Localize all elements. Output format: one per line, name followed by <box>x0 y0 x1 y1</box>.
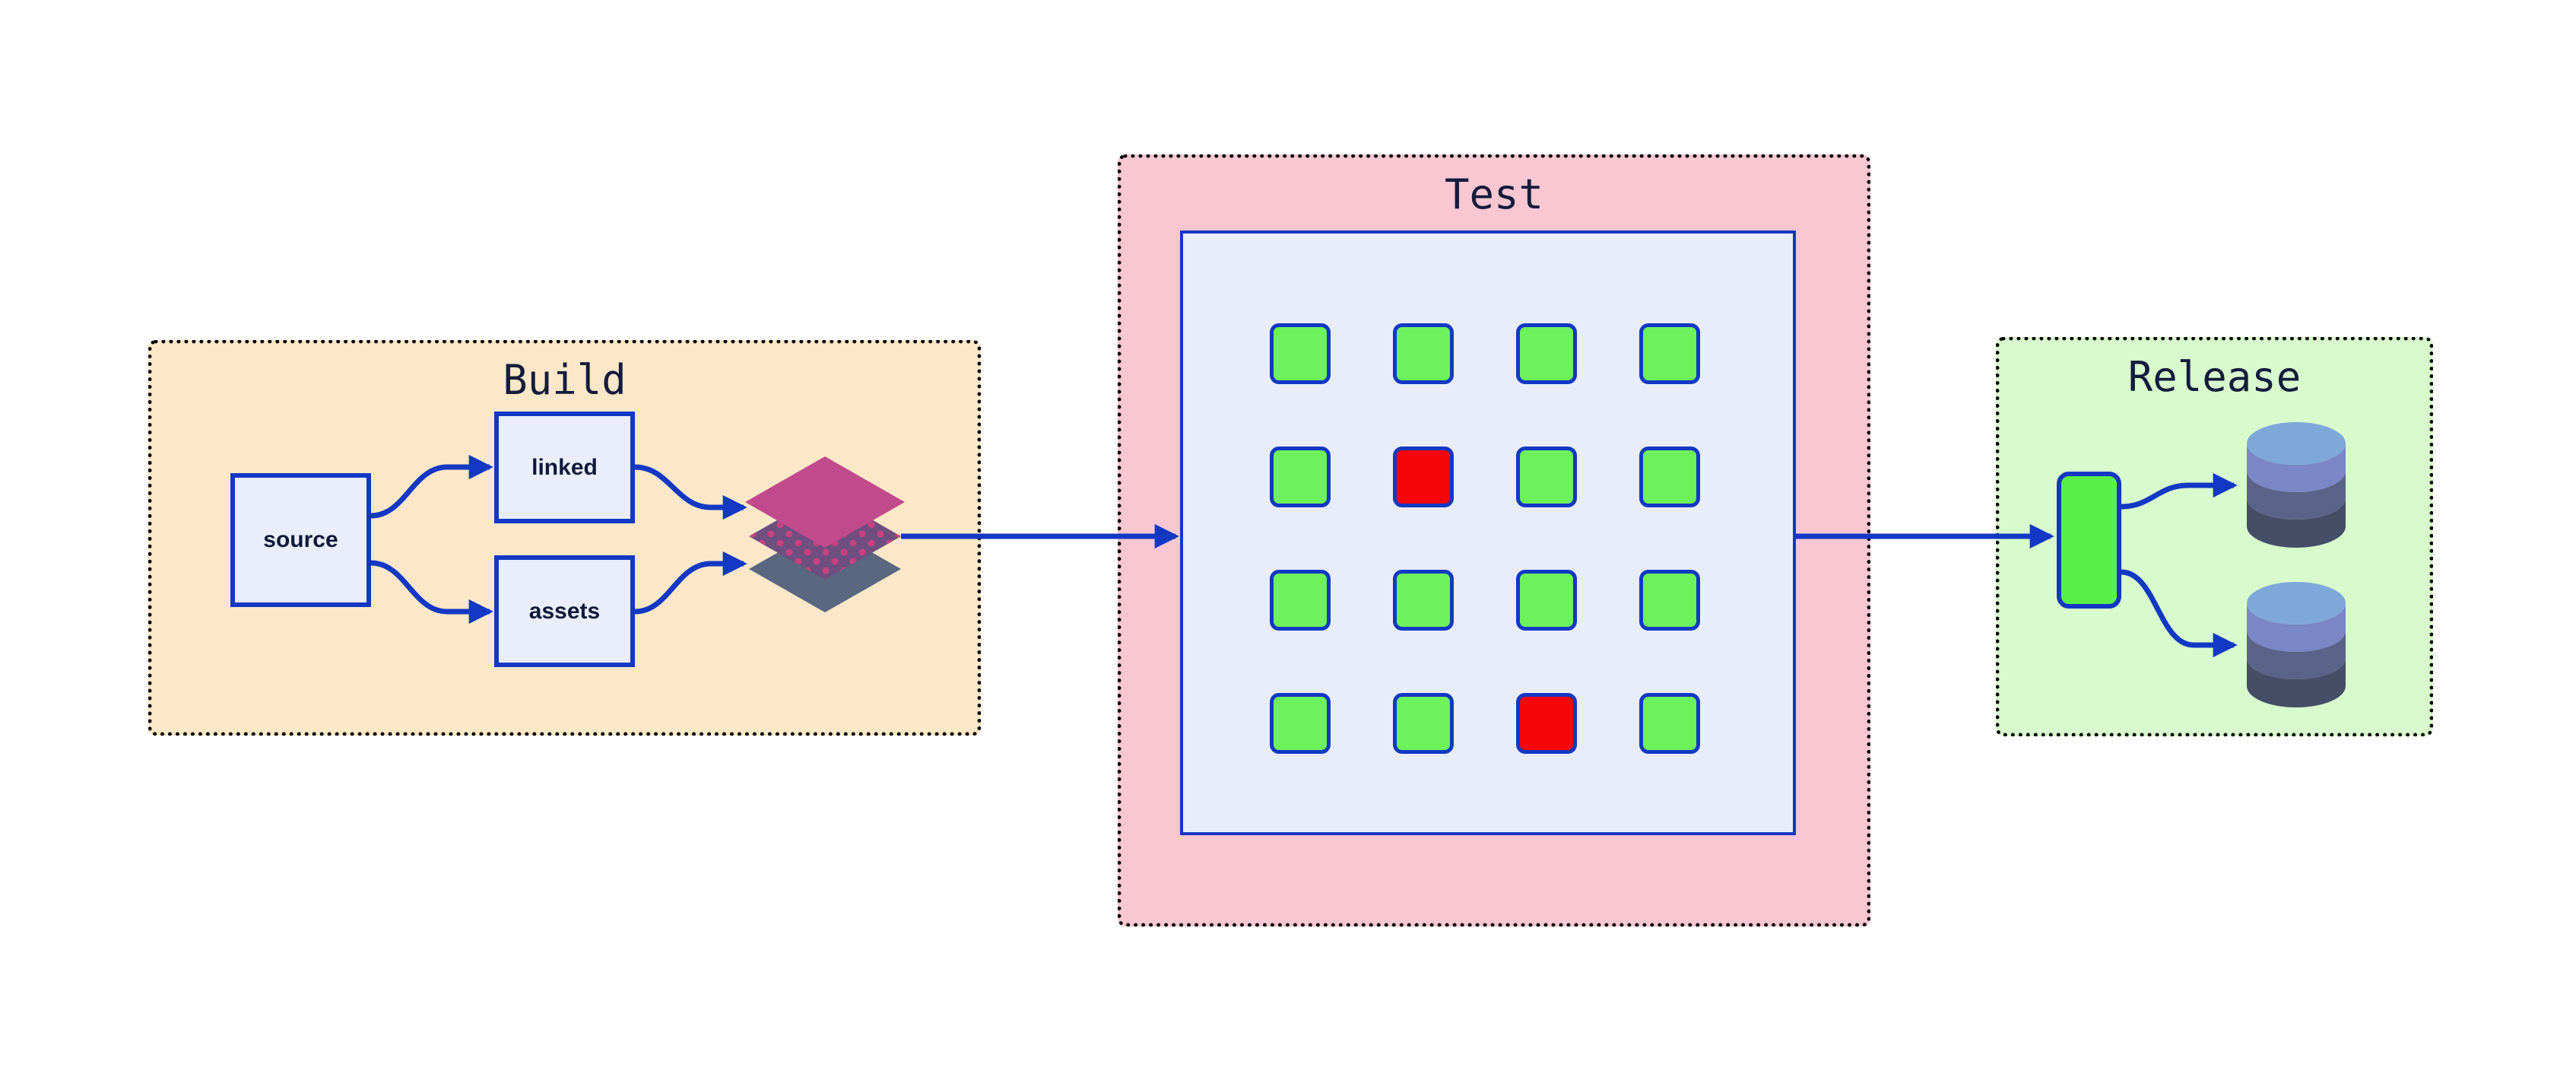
linked-node: linked <box>494 412 635 523</box>
test-cell-pass <box>1639 447 1700 507</box>
test-cell-pass <box>1270 693 1331 754</box>
assets-node-label: assets <box>528 598 601 624</box>
test-cell-pass <box>1270 323 1331 384</box>
test-panel <box>1180 230 1796 835</box>
test-grid <box>1270 323 1700 754</box>
test-cell-pass <box>1516 570 1577 631</box>
source-node-label: source <box>263 527 338 552</box>
test-cell-pass <box>1639 570 1700 631</box>
test-cell-pass <box>1393 323 1454 384</box>
test-cell-pass <box>1270 447 1331 507</box>
test-cell-fail <box>1393 447 1454 507</box>
release-section-title: Release <box>2127 353 2302 401</box>
test-cell-pass <box>1393 570 1454 631</box>
test-cell-pass <box>1516 323 1577 384</box>
linked-node-label: linked <box>531 454 598 480</box>
release-artifact-box-icon <box>2057 472 2121 609</box>
test-cell-pass <box>1393 693 1454 754</box>
test-cell-pass <box>1639 693 1700 754</box>
test-cell-pass <box>1516 447 1577 507</box>
source-node: source <box>230 473 371 607</box>
test-section-title: Test <box>1444 170 1544 218</box>
test-cell-pass <box>1639 323 1700 384</box>
assets-node: assets <box>494 555 635 667</box>
test-cell-fail <box>1516 693 1577 754</box>
build-section-title: Build <box>503 356 627 404</box>
test-cell-pass <box>1270 570 1331 631</box>
